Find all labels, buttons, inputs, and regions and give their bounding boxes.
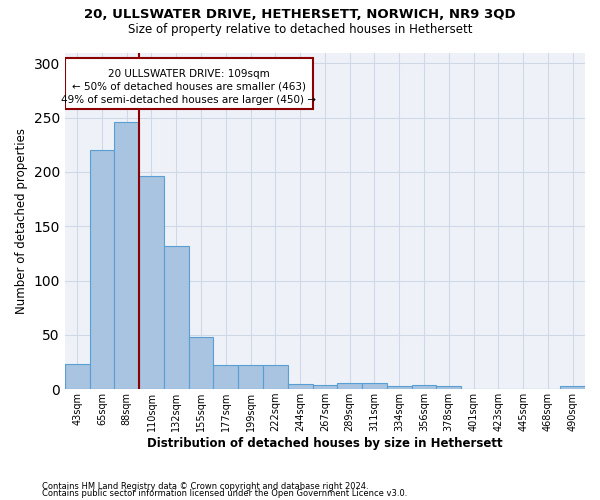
Bar <box>288 384 313 389</box>
Bar <box>188 337 214 389</box>
Bar <box>115 122 139 389</box>
Bar <box>238 366 263 389</box>
Text: Contains HM Land Registry data © Crown copyright and database right 2024.: Contains HM Land Registry data © Crown c… <box>42 482 368 491</box>
Text: Size of property relative to detached houses in Hethersett: Size of property relative to detached ho… <box>128 22 472 36</box>
Bar <box>560 386 585 389</box>
X-axis label: Distribution of detached houses by size in Hethersett: Distribution of detached houses by size … <box>147 437 503 450</box>
Bar <box>412 385 436 389</box>
Y-axis label: Number of detached properties: Number of detached properties <box>15 128 28 314</box>
Bar <box>313 385 337 389</box>
Bar <box>387 386 412 389</box>
Text: 20 ULLSWATER DRIVE: 109sqm: 20 ULLSWATER DRIVE: 109sqm <box>108 69 269 79</box>
Text: ← 50% of detached houses are smaller (463): ← 50% of detached houses are smaller (46… <box>71 82 305 92</box>
Bar <box>164 246 188 389</box>
Bar <box>263 366 288 389</box>
Bar <box>139 176 164 389</box>
Bar <box>337 382 362 389</box>
Bar <box>214 366 238 389</box>
Text: 49% of semi-detached houses are larger (450) →: 49% of semi-detached houses are larger (… <box>61 95 316 105</box>
Bar <box>362 382 387 389</box>
Bar <box>65 364 89 389</box>
Text: Contains public sector information licensed under the Open Government Licence v3: Contains public sector information licen… <box>42 490 407 498</box>
Bar <box>65 58 313 109</box>
Bar <box>436 386 461 389</box>
Text: 20, ULLSWATER DRIVE, HETHERSETT, NORWICH, NR9 3QD: 20, ULLSWATER DRIVE, HETHERSETT, NORWICH… <box>84 8 516 20</box>
Bar <box>89 150 115 389</box>
